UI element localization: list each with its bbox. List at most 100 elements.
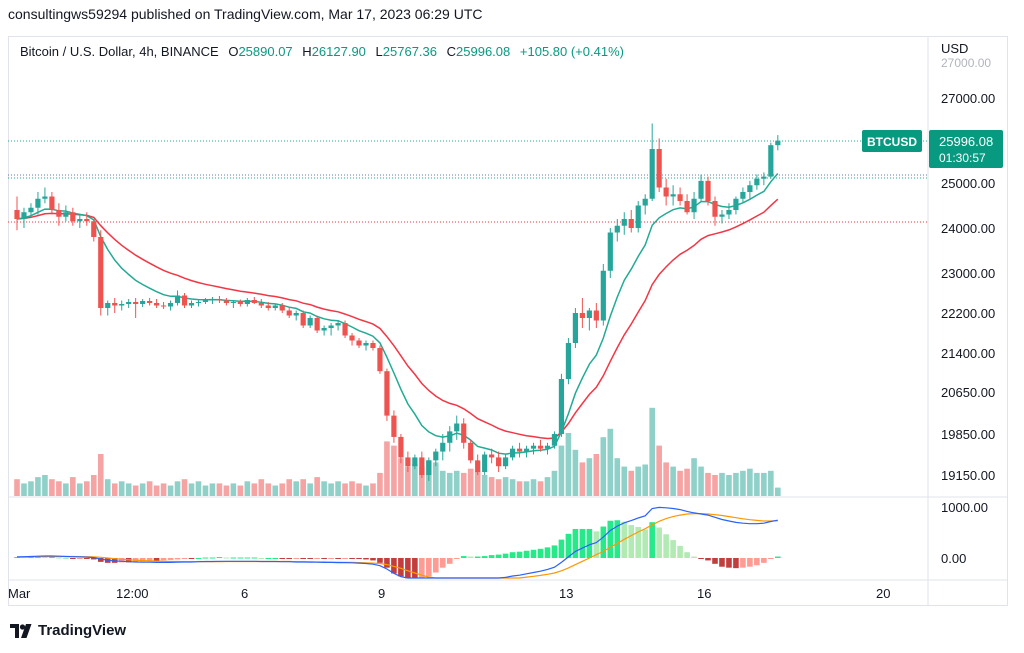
candle-body [698, 180, 704, 199]
candle-body [761, 176, 767, 179]
price-axis-currency: USD [941, 41, 968, 56]
candle-body [398, 436, 404, 458]
volume-bar [49, 479, 55, 496]
candle-body [174, 295, 181, 303]
volume-bar [628, 470, 635, 496]
candle-body [363, 343, 369, 346]
volume-bar [446, 472, 453, 496]
volume-bar [670, 466, 676, 496]
macd-histogram-bar [481, 556, 488, 558]
time-axis-tick: 6 [241, 586, 248, 601]
macd-histogram-bar [356, 558, 362, 559]
macd-histogram-bar [579, 528, 586, 558]
candle-body [321, 328, 327, 331]
volume-bar [356, 483, 362, 496]
macd-histogram-bar [586, 528, 593, 558]
tradingview-logo[interactable]: TradingView [10, 622, 126, 639]
candle-body [342, 323, 348, 336]
candle-body [119, 304, 125, 306]
price-axis-tick: 25000.00 [941, 176, 995, 191]
macd-histogram-bar [670, 540, 676, 558]
candle-body [14, 210, 20, 219]
volume-bar [104, 479, 111, 496]
candle-body [35, 198, 41, 208]
candle-body [307, 318, 313, 326]
open-value: 25890.07 [238, 44, 293, 59]
candle-body [516, 448, 523, 452]
candle-body [258, 303, 264, 306]
volume-bar [558, 445, 565, 496]
brand-name: TradingView [38, 622, 127, 639]
macd-axis-tick: 0.00 [941, 551, 966, 566]
volume-bar [649, 407, 655, 496]
macd-histogram-bar [453, 558, 460, 559]
candle-body [475, 460, 481, 473]
candle-body [496, 457, 502, 467]
macd-histogram-bar [342, 558, 348, 559]
volume-bar [768, 470, 774, 496]
candle-body [489, 454, 495, 458]
close-label: C [446, 44, 457, 59]
volume-bar [453, 470, 460, 496]
candle-body [70, 212, 76, 222]
macd-histogram-bar [523, 550, 530, 558]
volume-bar [621, 466, 628, 496]
volume-bar [174, 481, 181, 496]
macd-histogram-bar [628, 525, 635, 558]
volume-bar [237, 485, 244, 496]
macd-histogram-bar [642, 529, 648, 558]
volume-bar [551, 470, 558, 496]
macd-histogram-bar [56, 557, 62, 559]
macd-histogram-bar [712, 558, 718, 564]
macd-histogram-bar [153, 558, 160, 561]
candle-body [642, 198, 648, 206]
candle-body [293, 313, 299, 316]
volume-bar [42, 475, 48, 496]
volume-bar [754, 472, 760, 496]
candle-body [530, 445, 537, 449]
change-value: +105.80 (+0.41%) [519, 44, 624, 59]
candle-body [63, 212, 69, 217]
candle-body [314, 318, 320, 331]
volume-bar [125, 483, 132, 496]
macd-histogram-bar [684, 552, 690, 558]
macd-histogram-bar [230, 557, 237, 559]
candle-body [754, 178, 760, 186]
candle-body [433, 451, 439, 461]
time-axis-tick: 9 [378, 586, 385, 601]
last-price-tag [929, 130, 1003, 168]
volume-bar [398, 458, 404, 496]
volume-bar [523, 481, 530, 496]
candle-body [384, 371, 390, 416]
candle-body [503, 457, 509, 467]
volume-bar [28, 481, 34, 496]
volume-bar [342, 483, 348, 496]
candle-body [593, 310, 599, 321]
candle-body [300, 313, 306, 326]
macd-line [16, 506, 778, 579]
macd-histogram-bar [663, 534, 669, 558]
volume-bar [719, 472, 725, 496]
macd-histogram-bar [349, 558, 355, 559]
ohlc-legend: Bitcoin / U.S. Dollar, 4h, BINANCE O2589… [20, 44, 624, 59]
macd-histogram-bar [77, 558, 83, 559]
macd-histogram-bar [516, 551, 523, 558]
candle-body [544, 445, 551, 449]
publish-info: consultingws59294 published on TradingVi… [8, 6, 483, 22]
candle-body [412, 457, 418, 467]
volume-bar [77, 483, 83, 496]
volume-bar [230, 483, 237, 496]
price-axis-tick: 19850.00 [941, 427, 995, 442]
tradingview-logo-icon [10, 623, 32, 638]
candle-body [551, 434, 558, 446]
macd-histogram-bar [328, 558, 334, 559]
time-axis-tick: 13 [559, 586, 573, 601]
volume-bar [384, 441, 390, 496]
candle-body [286, 310, 292, 316]
macd-histogram-bar [146, 558, 153, 561]
candle-body [691, 198, 697, 213]
price-axis-tick: 22200.00 [941, 306, 995, 321]
macd-histogram-bar [698, 558, 704, 559]
macd-histogram-bar [733, 558, 739, 569]
